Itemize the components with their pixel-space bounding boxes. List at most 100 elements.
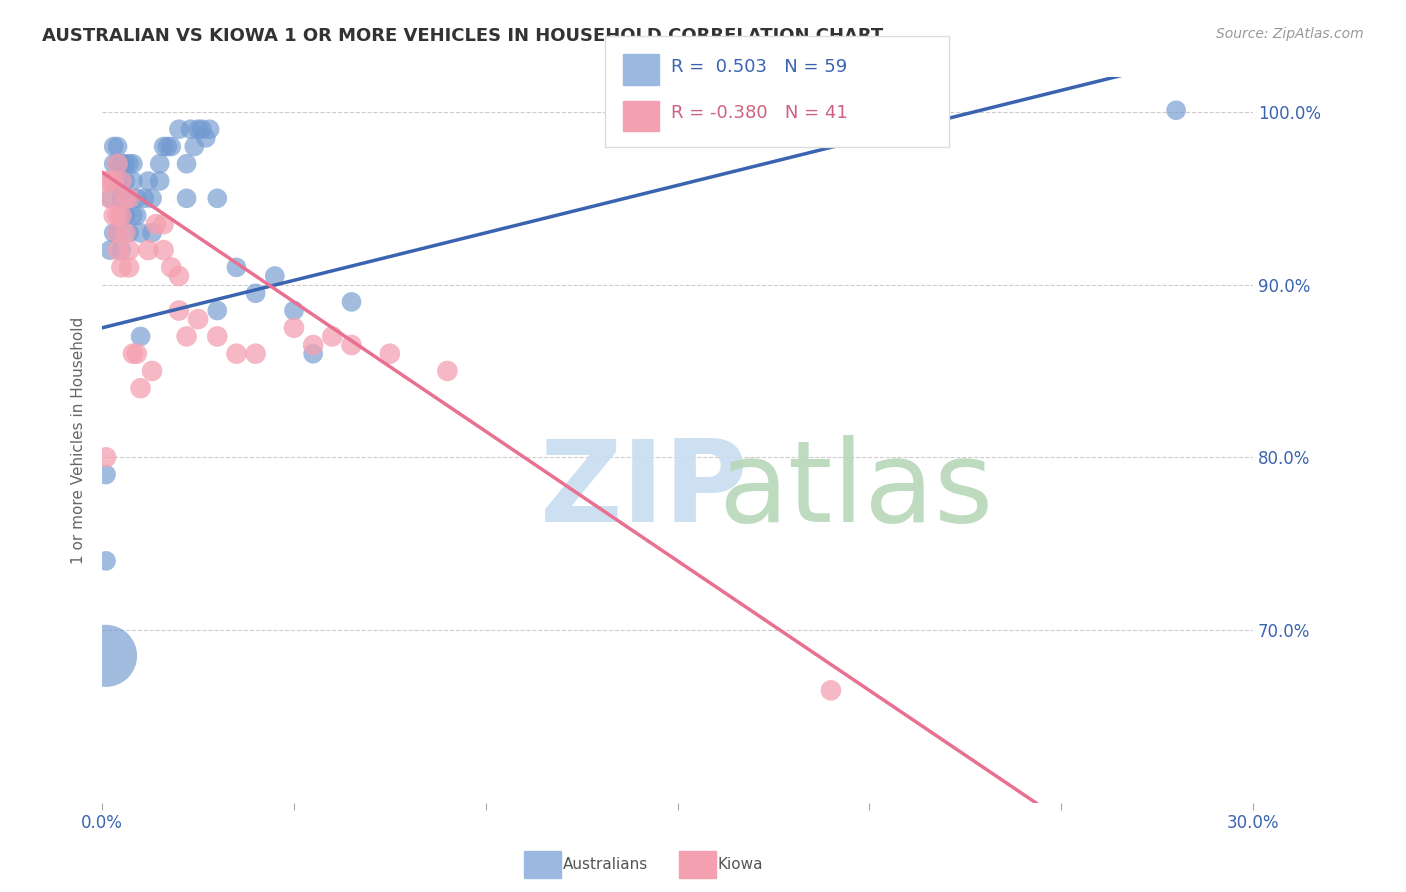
Point [125, 191, 148, 205]
Point [136, 174, 159, 188]
Point [114, 191, 136, 205]
Point [167, 303, 190, 318]
Text: R =  0.503   N = 59: R = 0.503 N = 59 [671, 58, 846, 76]
Point [110, 174, 132, 188]
Point [94, 648, 117, 663]
Point [187, 312, 209, 326]
Text: Australians: Australians [562, 857, 648, 871]
Point [321, 329, 343, 343]
Point [134, 191, 156, 205]
Point [207, 303, 229, 318]
Point [118, 260, 141, 275]
Point [103, 209, 125, 223]
Point [103, 226, 125, 240]
Point [122, 347, 145, 361]
Text: ZIP: ZIP [540, 435, 748, 546]
Text: Kiowa: Kiowa [717, 857, 762, 871]
Point [107, 243, 129, 257]
Point [340, 338, 363, 352]
Point [302, 347, 325, 361]
Point [110, 157, 132, 171]
Point [129, 329, 152, 343]
Point [118, 157, 141, 171]
Point [176, 329, 198, 343]
Point [107, 174, 129, 188]
Point [103, 174, 125, 188]
Point [107, 157, 129, 171]
Point [94, 450, 117, 465]
Point [820, 683, 842, 698]
Point [110, 209, 132, 223]
Point [167, 122, 190, 136]
Point [340, 294, 363, 309]
Point [149, 174, 172, 188]
Point [94, 174, 117, 188]
Point [225, 260, 247, 275]
Point [118, 243, 141, 257]
Point [110, 243, 132, 257]
Point [122, 157, 145, 171]
Point [194, 131, 217, 145]
Point [98, 191, 121, 205]
Point [125, 209, 148, 223]
Point [160, 260, 183, 275]
Point [225, 347, 247, 361]
Point [118, 191, 141, 205]
Point [129, 226, 152, 240]
Point [187, 122, 209, 136]
Point [152, 217, 174, 231]
Point [156, 139, 179, 153]
Point [207, 191, 229, 205]
Point [107, 226, 129, 240]
Point [378, 347, 401, 361]
Point [167, 268, 190, 283]
Point [110, 260, 132, 275]
Point [107, 157, 129, 171]
Text: AUSTRALIAN VS KIOWA 1 OR MORE VEHICLES IN HOUSEHOLD CORRELATION CHART: AUSTRALIAN VS KIOWA 1 OR MORE VEHICLES I… [42, 27, 883, 45]
Point [94, 467, 117, 482]
Point [160, 139, 183, 153]
Point [263, 268, 285, 283]
Point [118, 191, 141, 205]
Point [94, 554, 117, 568]
Point [129, 381, 152, 395]
Text: atlas: atlas [718, 435, 993, 546]
Point [103, 139, 125, 153]
Point [283, 303, 305, 318]
Point [176, 157, 198, 171]
Text: R = -0.380   N = 41: R = -0.380 N = 41 [671, 104, 848, 122]
Point [183, 139, 205, 153]
Point [152, 139, 174, 153]
Point [107, 209, 129, 223]
Point [436, 364, 458, 378]
Point [110, 209, 132, 223]
Point [107, 226, 129, 240]
Point [114, 191, 136, 205]
Point [98, 243, 121, 257]
Point [149, 157, 172, 171]
Point [136, 243, 159, 257]
Point [245, 347, 267, 361]
Point [245, 286, 267, 301]
Point [110, 191, 132, 205]
Point [114, 174, 136, 188]
Point [179, 122, 201, 136]
Point [283, 320, 305, 334]
Point [98, 191, 121, 205]
Point [1166, 103, 1188, 118]
Point [114, 209, 136, 223]
Point [141, 364, 163, 378]
Point [107, 139, 129, 153]
Point [98, 174, 121, 188]
Point [114, 157, 136, 171]
Point [125, 347, 148, 361]
Point [302, 338, 325, 352]
Point [103, 174, 125, 188]
Point [141, 191, 163, 205]
Text: Source: ZipAtlas.com: Source: ZipAtlas.com [1216, 27, 1364, 41]
Point [152, 243, 174, 257]
Point [145, 217, 167, 231]
Point [176, 191, 198, 205]
Y-axis label: 1 or more Vehicles in Household: 1 or more Vehicles in Household [72, 317, 86, 564]
Point [110, 174, 132, 188]
